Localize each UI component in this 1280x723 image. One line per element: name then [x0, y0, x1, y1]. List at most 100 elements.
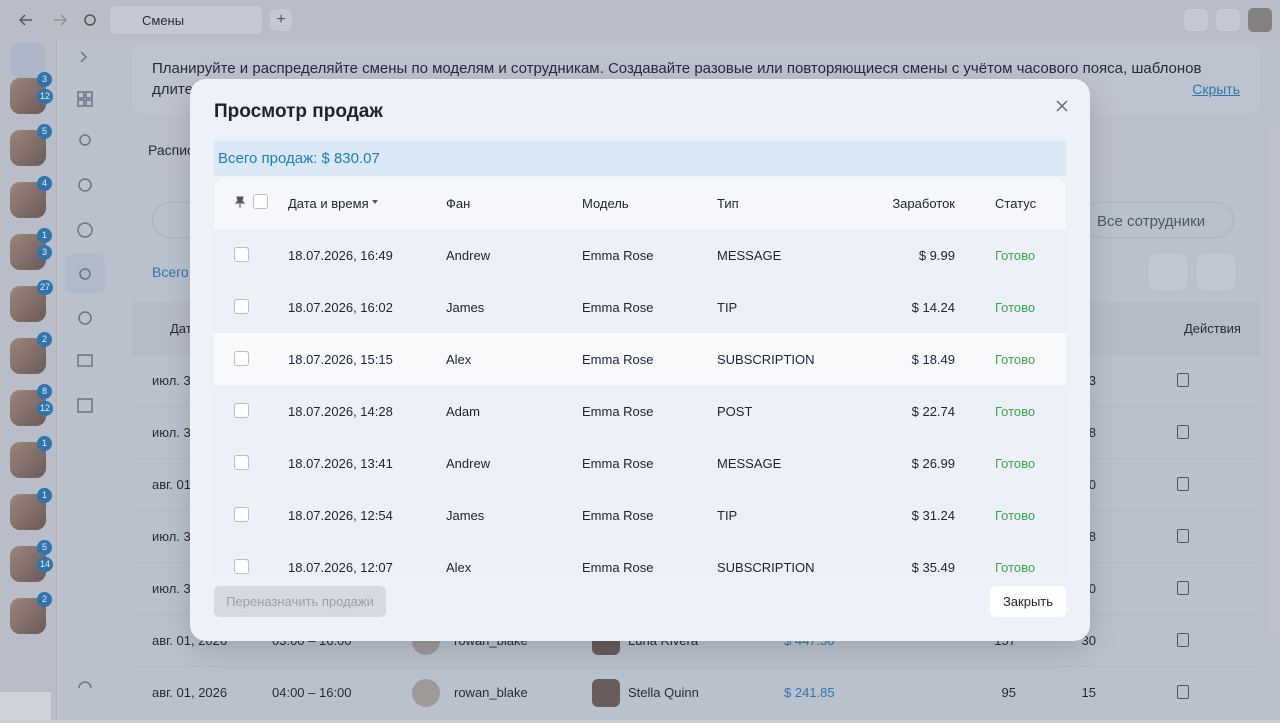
- badge: 3: [37, 72, 52, 87]
- cell-employee: rowan_blake: [454, 685, 528, 700]
- table-row: 18.07.2026, 16:02 James Emma Rose TIP $ 14.2…: [214, 281, 1066, 333]
- cell: Готово: [995, 352, 1036, 367]
- cell: Готово: [995, 248, 1036, 263]
- cell-date: авг. 01, 2026: [152, 685, 228, 700]
- reassign-button[interactable]: Переназначить продажи: [214, 586, 386, 617]
- sort-icon: [372, 200, 378, 204]
- cell: $ 31.24: [911, 508, 955, 523]
- banner-text: длите: [152, 81, 193, 98]
- icon[interactable]: [1184, 9, 1208, 31]
- cell-last: 15: [1081, 685, 1096, 700]
- icon-button[interactable]: [1197, 254, 1235, 290]
- cell: Emma Rose: [582, 456, 654, 471]
- cell: Emma Rose: [582, 300, 654, 315]
- cell: SUBSCRIPTION: [717, 352, 815, 367]
- col-header: Фан: [446, 196, 471, 211]
- row-checkbox[interactable]: [234, 403, 249, 418]
- modal-title: Просмотр продаж: [214, 101, 383, 122]
- cell: Andrew: [446, 248, 491, 263]
- nav-icons: [18, 14, 96, 26]
- badge: 5: [37, 124, 52, 139]
- cell: Adam: [446, 404, 480, 419]
- cell-last: 0: [1088, 477, 1096, 492]
- cell-time: 04:00 – 16:00: [272, 685, 352, 700]
- col-header: Действия: [1184, 321, 1241, 336]
- row-checkbox[interactable]: [234, 247, 249, 262]
- table-row: 18.07.2026, 12:54 James Emma Rose TIP $ 31.2…: [214, 489, 1066, 541]
- icon[interactable]: [1216, 9, 1240, 31]
- cell: 18.07.2026, 14:28: [288, 404, 393, 419]
- edit-icon[interactable]: [1177, 477, 1189, 491]
- row-checkbox[interactable]: [234, 299, 249, 314]
- cell: $ 22.74: [911, 404, 955, 419]
- col-header: Тип: [717, 196, 739, 211]
- cell: Alex: [446, 352, 472, 367]
- cell: 18.07.2026, 13:41: [288, 456, 393, 471]
- avatar: [592, 679, 620, 707]
- edit-icon[interactable]: [1177, 425, 1189, 439]
- row-checkbox[interactable]: [234, 455, 249, 470]
- cell: SUBSCRIPTION: [717, 560, 815, 575]
- filter-text: Все сотрудники: [1097, 213, 1206, 230]
- cell: Готово: [995, 456, 1036, 471]
- badge: 27: [37, 280, 54, 295]
- cell: Готово: [995, 508, 1036, 523]
- cell: Emma Rose: [582, 508, 654, 523]
- edit-icon[interactable]: [1177, 529, 1189, 543]
- table-row: 18.07.2026, 13:41 Andrew Emma Rose MESSAGE $…: [214, 437, 1066, 489]
- total-label: Всего: [152, 264, 189, 280]
- cell: Andrew: [446, 456, 491, 471]
- badge: 1: [37, 228, 52, 243]
- table-row: 18.07.2026, 16:49 Andrew Emma Rose MESSAGE $…: [214, 229, 1066, 281]
- table-row: авг. 01, 2026 04:00 – 16:00 rowan_blake Ste…: [132, 666, 1260, 718]
- col-header: Модель: [582, 196, 629, 211]
- cell: James: [446, 508, 485, 523]
- select-all[interactable]: [253, 194, 268, 209]
- tab-title: Смены: [142, 13, 185, 28]
- close-button[interactable]: Закрыть: [990, 586, 1066, 617]
- avatar: [412, 679, 440, 707]
- cell: 18.07.2026, 15:15: [288, 352, 393, 367]
- cell: Готово: [995, 404, 1036, 419]
- badge: 2: [37, 332, 52, 347]
- button-text: Переназначить продажи: [226, 594, 374, 609]
- col-header[interactable]: Дата и время: [288, 196, 369, 211]
- hide-link[interactable]: Скрыть: [1192, 81, 1240, 97]
- cell: POST: [717, 404, 753, 419]
- close-icon[interactable]: [1056, 100, 1068, 112]
- menu-icons: [65, 51, 105, 689]
- cell: MESSAGE: [717, 456, 782, 471]
- edit-icon[interactable]: [1177, 581, 1189, 595]
- row-checkbox[interactable]: [234, 559, 249, 574]
- cell: $ 35.49: [911, 560, 955, 575]
- cell-last: 30: [1081, 633, 1096, 648]
- badge: 12: [37, 89, 54, 104]
- sales-table: Дата и время Фан Модель Тип Заработок Статус …: [214, 177, 1066, 577]
- cell: Готово: [995, 560, 1036, 575]
- row-checkbox[interactable]: [234, 351, 249, 366]
- row-checkbox[interactable]: [234, 507, 249, 522]
- table-row: 18.07.2026, 12:07 Alex Emma Rose SUBSCRIPTI…: [214, 541, 1066, 577]
- cell: $ 9.99: [918, 248, 955, 263]
- edit-icon[interactable]: [1177, 373, 1189, 387]
- edit-icon[interactable]: [1177, 685, 1189, 699]
- cell: Emma Rose: [582, 404, 654, 419]
- cell-last: 3: [1088, 373, 1096, 388]
- cell-last: 8: [1088, 529, 1096, 544]
- browser-tab[interactable]: Смены: [110, 6, 262, 34]
- profile[interactable]: [1248, 8, 1272, 32]
- edit-icon[interactable]: [1177, 633, 1189, 647]
- badge: 3: [37, 245, 52, 260]
- cell-last: 8: [1088, 425, 1096, 440]
- browser-bar: Смены +: [0, 0, 1280, 40]
- total-text: Всего продаж: $ 830.07: [218, 150, 380, 167]
- badge: 14: [37, 557, 54, 572]
- cell-count: 95: [1001, 685, 1016, 700]
- button-text: Закрыть: [1002, 594, 1054, 609]
- col-header: Заработок: [892, 196, 955, 211]
- badge: 12: [37, 401, 54, 416]
- new-tab[interactable]: +: [270, 9, 292, 31]
- icon-button[interactable]: [1149, 254, 1187, 290]
- table-row: 18.07.2026, 14:28 Adam Emma Rose POST $ 22.7…: [214, 385, 1066, 437]
